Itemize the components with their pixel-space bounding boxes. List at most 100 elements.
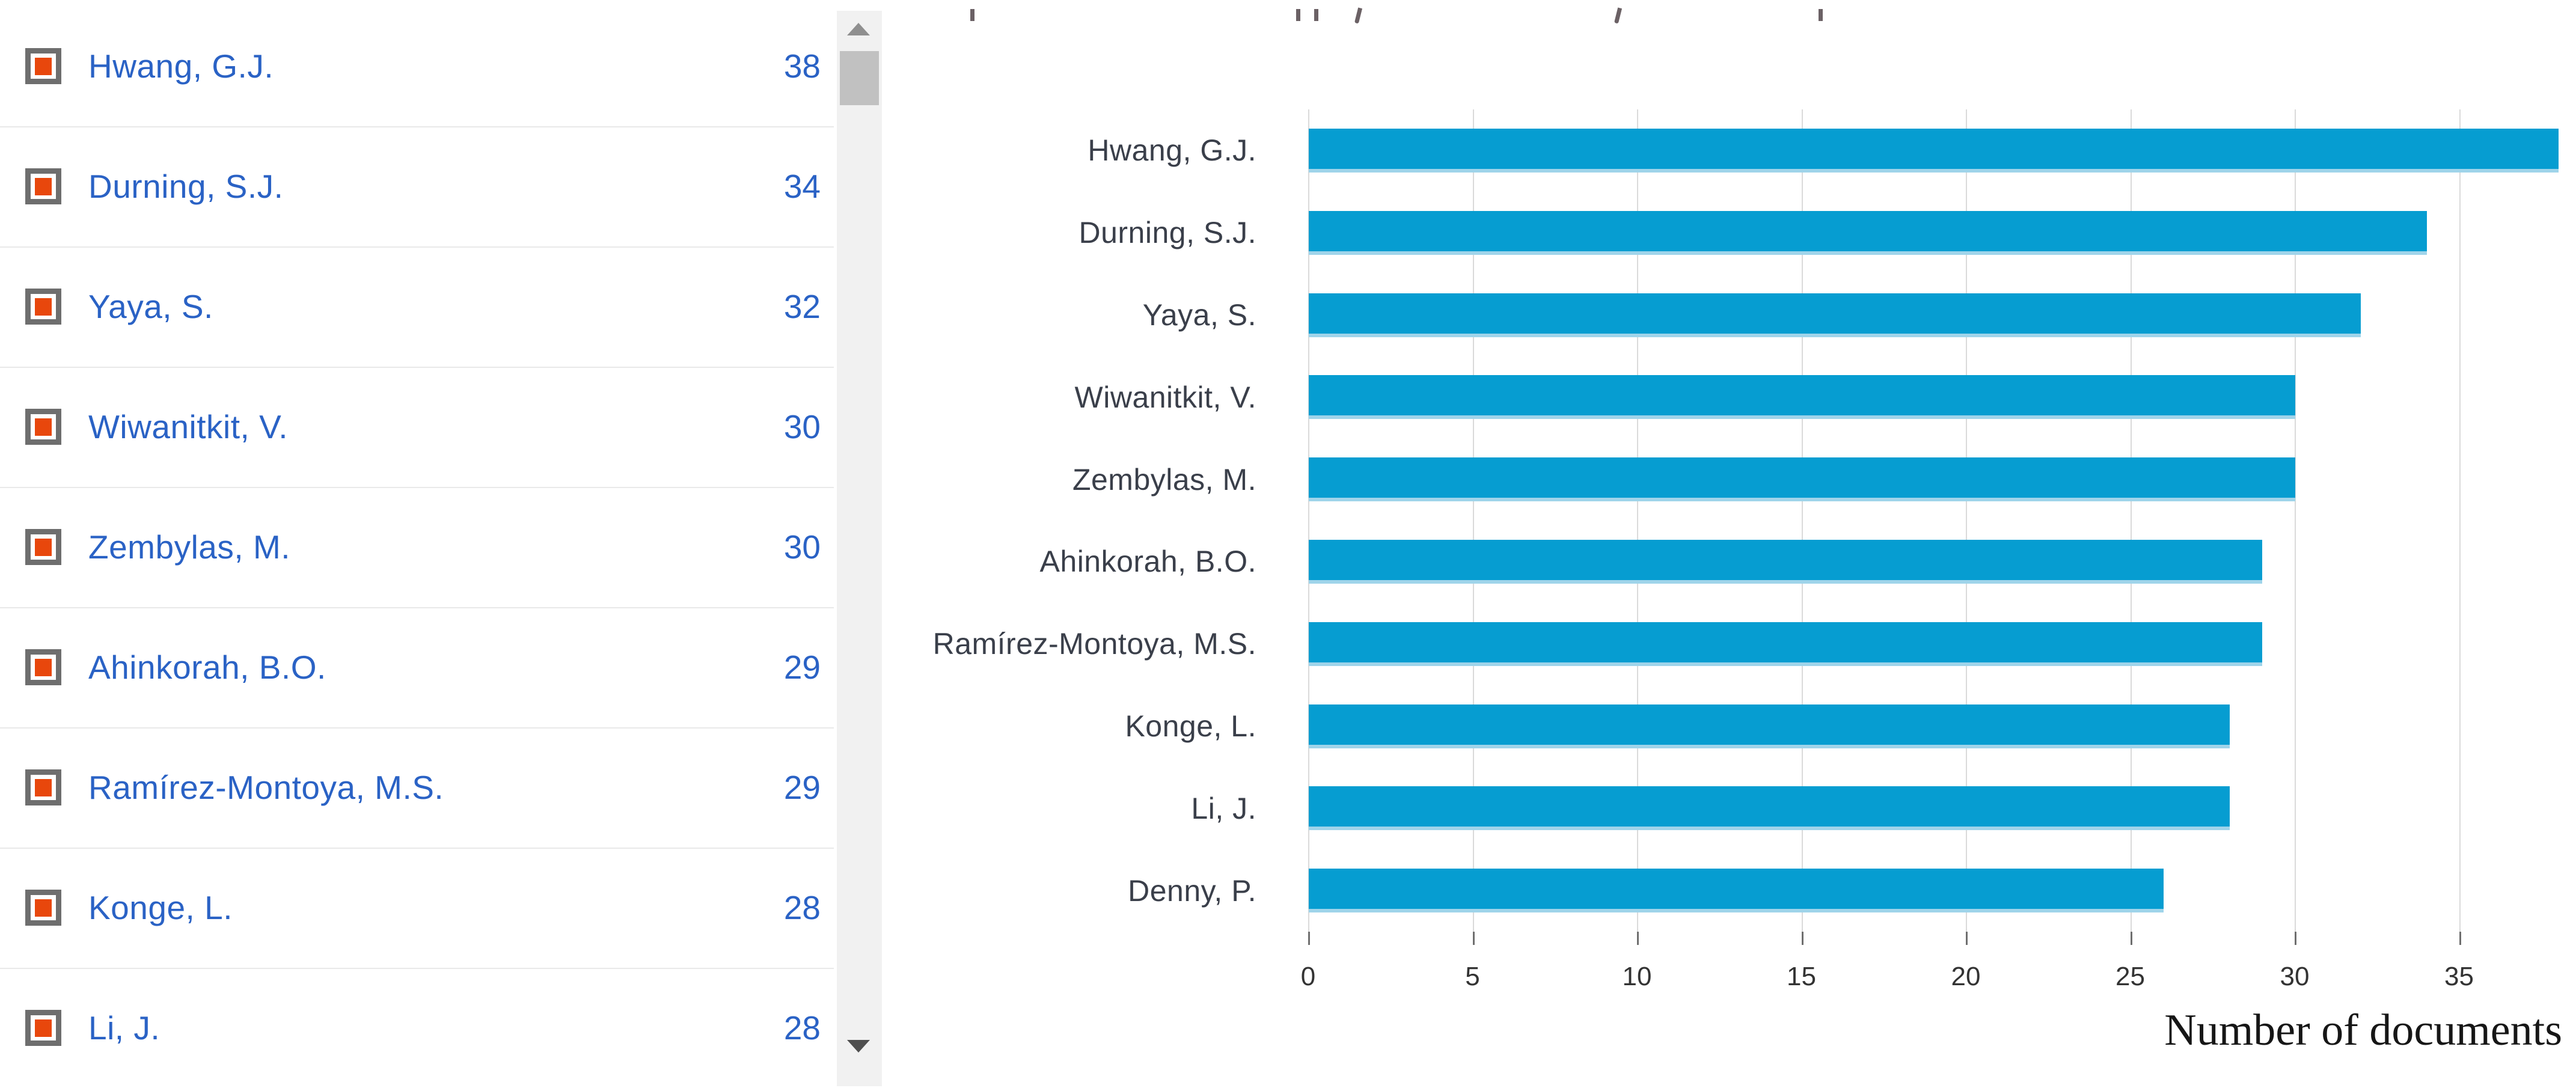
author-facet-list: Hwang, G.J. 38 Durning, S.J. 34 Yaya, S. 32 Wi… bbox=[0, 6, 837, 1088]
author-link[interactable]: Ramírez-Montoya, M.S. bbox=[88, 769, 444, 806]
document-count-bar bbox=[1309, 704, 2230, 748]
author-checkbox-checked-icon[interactable] bbox=[25, 649, 61, 685]
document-count: 29 bbox=[783, 649, 821, 686]
author-checkbox-checked-icon[interactable] bbox=[25, 890, 61, 926]
document-count: 29 bbox=[783, 769, 821, 806]
author-checkbox-checked-icon[interactable] bbox=[25, 168, 61, 204]
checkbox-orange-fill bbox=[35, 418, 52, 436]
row-divider bbox=[0, 727, 834, 729]
x-axis-tick-mark bbox=[2130, 932, 2132, 945]
document-count: 34 bbox=[783, 168, 821, 205]
author-checkbox-checked-icon[interactable] bbox=[25, 409, 61, 445]
x-axis-tick-mark bbox=[1637, 932, 1639, 945]
x-axis-tick-mark bbox=[1966, 932, 1968, 945]
vertical-gridline bbox=[2459, 109, 2461, 932]
checkbox-orange-fill bbox=[35, 1019, 52, 1037]
author-list-item: Hwang, G.J. 38 bbox=[0, 6, 837, 126]
document-count-bar bbox=[1309, 869, 2164, 912]
x-axis-tick-label: 0 bbox=[1300, 962, 1316, 991]
checkbox-orange-fill bbox=[35, 298, 52, 316]
x-axis-tick-mark bbox=[1308, 932, 1310, 945]
x-axis-tick-label: 20 bbox=[1951, 962, 1981, 991]
chart-category-label: Denny, P. bbox=[1128, 874, 1256, 908]
document-count-bar bbox=[1309, 293, 2361, 337]
author-checkbox-checked-icon[interactable] bbox=[25, 1010, 61, 1046]
cropped-text-mark bbox=[1296, 9, 1300, 21]
vertical-gridline bbox=[1472, 109, 1474, 932]
author-list-item: Li, J. 28 bbox=[0, 968, 837, 1088]
cropped-text-mark bbox=[970, 9, 974, 21]
document-count-bar bbox=[1309, 211, 2427, 255]
document-count-bar bbox=[1309, 457, 2295, 501]
author-link[interactable]: Yaya, S. bbox=[88, 288, 213, 325]
row-divider bbox=[0, 968, 834, 969]
checkbox-orange-fill bbox=[35, 177, 52, 195]
chart-category-label: Durning, S.J. bbox=[1078, 216, 1256, 249]
row-divider bbox=[0, 367, 834, 368]
x-axis-tick-mark bbox=[2459, 932, 2461, 945]
row-divider bbox=[0, 246, 834, 248]
author-checkbox-checked-icon[interactable] bbox=[25, 529, 61, 565]
scrollbar-thumb[interactable] bbox=[840, 51, 879, 105]
author-link[interactable]: Ahinkorah, B.O. bbox=[88, 649, 326, 686]
checkbox-orange-fill bbox=[35, 57, 52, 75]
document-count-bar bbox=[1309, 622, 2262, 666]
document-count-bar bbox=[1309, 129, 2559, 173]
document-count-bar bbox=[1309, 375, 2295, 419]
author-checkbox-checked-icon[interactable] bbox=[25, 289, 61, 325]
vertical-gridline bbox=[1637, 109, 1638, 932]
document-count: 32 bbox=[783, 288, 821, 325]
document-count: 38 bbox=[783, 47, 821, 85]
document-count: 28 bbox=[783, 1009, 821, 1047]
x-axis-tick-label: 5 bbox=[1465, 962, 1480, 991]
x-axis-tick-mark bbox=[1801, 932, 1804, 945]
author-link[interactable]: Li, J. bbox=[88, 1009, 161, 1047]
cropped-text-mark bbox=[1314, 9, 1318, 21]
row-divider bbox=[0, 848, 834, 849]
author-checkbox-checked-icon[interactable] bbox=[25, 769, 61, 805]
chart-category-label: Hwang, G.J. bbox=[1088, 133, 1256, 167]
vertical-gridline bbox=[2295, 109, 2296, 932]
author-list-item: Durning, S.J. 34 bbox=[0, 126, 837, 246]
row-divider bbox=[0, 607, 834, 608]
author-list-item: Ramírez-Montoya, M.S. 29 bbox=[0, 727, 837, 848]
x-axis-tick-label: 10 bbox=[1622, 962, 1652, 991]
x-axis-title: Number of documents bbox=[2164, 1006, 2562, 1055]
cropped-text-mark bbox=[1819, 9, 1823, 21]
checkbox-orange-fill bbox=[35, 658, 52, 676]
checkbox-orange-fill bbox=[35, 778, 52, 796]
x-axis-tick-label: 35 bbox=[2444, 962, 2474, 991]
chart-category-label: Zembylas, M. bbox=[1072, 463, 1256, 497]
author-link[interactable]: Konge, L. bbox=[88, 889, 233, 926]
chart-category-label: Ahinkorah, B.O. bbox=[1039, 545, 1256, 578]
document-count-bar bbox=[1309, 786, 2230, 830]
row-divider bbox=[0, 126, 834, 127]
document-count-bar bbox=[1309, 540, 2262, 584]
row-divider bbox=[0, 487, 834, 488]
author-list-item: Yaya, S. 32 bbox=[0, 246, 837, 367]
x-axis-tick-label: 30 bbox=[2280, 962, 2310, 991]
chart-category-label: Konge, L. bbox=[1125, 709, 1256, 743]
x-axis-tick-mark bbox=[2295, 932, 2296, 945]
x-axis-tick-label: 15 bbox=[1787, 962, 1816, 991]
author-list-item: Ahinkorah, B.O. 29 bbox=[0, 607, 837, 727]
author-link[interactable]: Wiwanitkit, V. bbox=[88, 408, 289, 445]
author-checkbox-checked-icon[interactable] bbox=[25, 48, 61, 84]
checkbox-orange-fill bbox=[35, 899, 52, 917]
author-list-item: Wiwanitkit, V. 30 bbox=[0, 367, 837, 487]
chart-category-label: Ramírez-Montoya, M.S. bbox=[932, 627, 1256, 661]
scroll-down-icon[interactable] bbox=[847, 1040, 870, 1053]
vertical-gridline bbox=[1801, 109, 1803, 932]
vertical-gridline bbox=[1308, 109, 1309, 932]
chart-category-label: Wiwanitkit, V. bbox=[1074, 380, 1256, 414]
author-link[interactable]: Hwang, G.J. bbox=[88, 47, 274, 85]
author-list-scrollbar[interactable] bbox=[837, 11, 882, 1086]
vertical-gridline bbox=[2130, 109, 2132, 932]
author-link[interactable]: Zembylas, M. bbox=[88, 528, 291, 566]
checkbox-orange-fill bbox=[35, 538, 52, 556]
author-link[interactable]: Durning, S.J. bbox=[88, 168, 284, 205]
chart-category-label: Yaya, S. bbox=[1142, 298, 1256, 332]
scroll-up-icon[interactable] bbox=[847, 23, 870, 35]
document-count: 28 bbox=[783, 889, 821, 926]
